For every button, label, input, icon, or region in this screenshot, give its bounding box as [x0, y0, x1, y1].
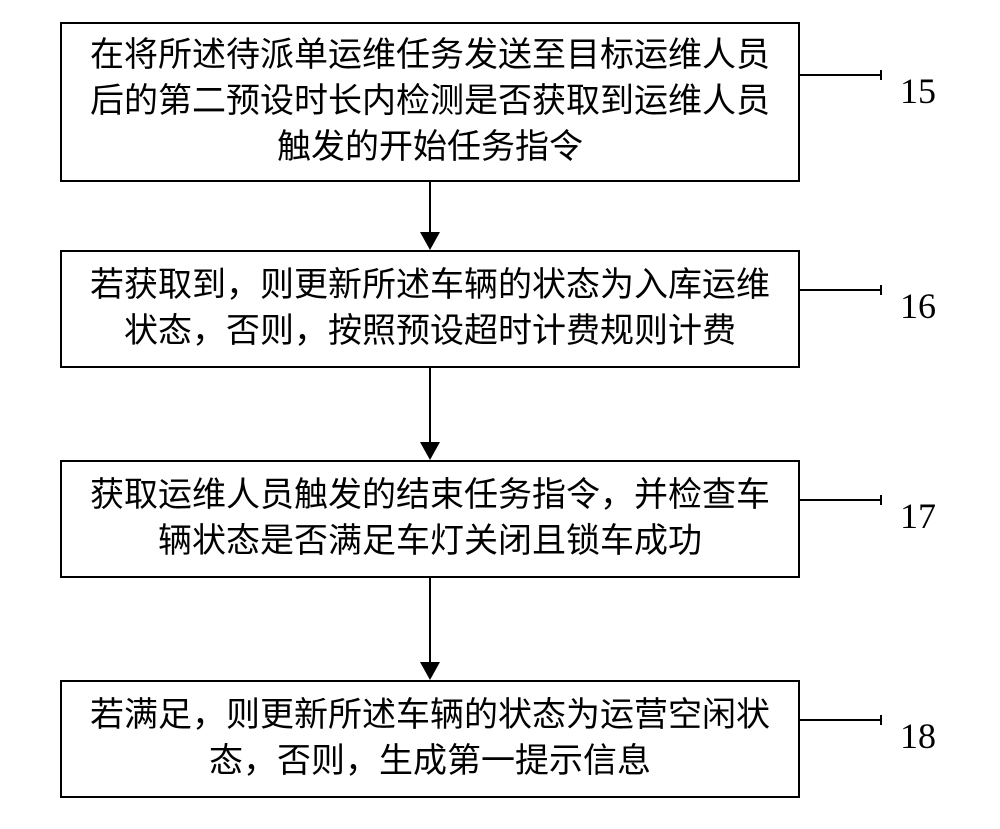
connector-2	[800, 499, 880, 501]
flow-node-n18: 若满足，则更新所述车辆的状态为运营空闲状态，否则，生成第一提示信息	[60, 680, 800, 798]
flow-node-label-15: 15	[900, 70, 936, 112]
flow-node-label-18: 18	[900, 715, 936, 757]
connector-0	[800, 74, 880, 76]
arrow-line-2	[429, 578, 431, 662]
flow-node-text: 若获取到，则更新所述车辆的状态为入库运维状态，否则，按照预设超时计费规则计费	[82, 263, 778, 355]
connector-3	[800, 719, 880, 721]
flow-node-text: 若满足，则更新所述车辆的状态为运营空闲状态，否则，生成第一提示信息	[82, 693, 778, 785]
arrow-line-1	[429, 368, 431, 442]
flow-node-n16: 若获取到，则更新所述车辆的状态为入库运维状态，否则，按照预设超时计费规则计费	[60, 250, 800, 368]
arrow-line-0	[429, 182, 431, 232]
arrow-head-0	[420, 232, 440, 250]
arrow-head-2	[420, 662, 440, 680]
flow-node-n15: 在将所述待派单运维任务发送至目标运维人员后的第二预设时长内检测是否获取到运维人员…	[60, 22, 800, 182]
flow-node-n17: 获取运维人员触发的结束任务指令，并检查车辆状态是否满足车灯关闭且锁车成功	[60, 460, 800, 578]
arrow-head-1	[420, 442, 440, 460]
connector-1	[800, 289, 880, 291]
flow-node-label-17: 17	[900, 495, 936, 537]
flow-node-label-16: 16	[900, 285, 936, 327]
flow-node-text: 获取运维人员触发的结束任务指令，并检查车辆状态是否满足车灯关闭且锁车成功	[82, 473, 778, 565]
flow-node-text: 在将所述待派单运维任务发送至目标运维人员后的第二预设时长内检测是否获取到运维人员…	[82, 33, 778, 171]
